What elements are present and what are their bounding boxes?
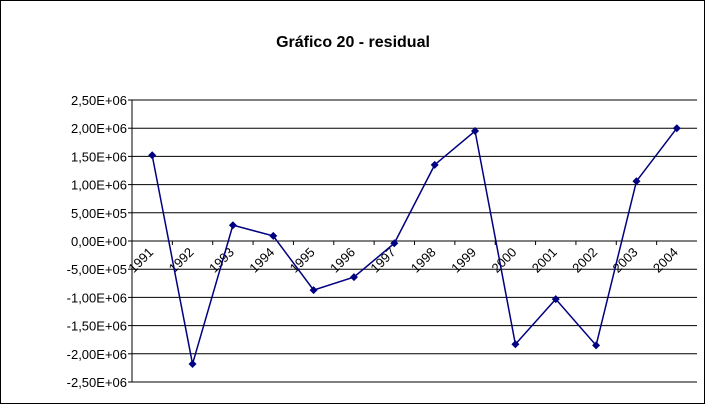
y-tick-label: 2,50E+06	[71, 93, 127, 108]
data-point	[349, 273, 358, 282]
y-tick-label: -1,50E+06	[67, 319, 127, 334]
data-line	[151, 127, 678, 365]
y-tick-label: 1,00E+06	[71, 178, 127, 193]
data-point	[632, 177, 641, 186]
data-point	[471, 127, 480, 136]
y-tick-label: 0,00E+00	[71, 234, 127, 249]
y-tick-label: -5,00E+05	[67, 262, 127, 277]
data-point	[430, 160, 439, 169]
data-point	[390, 239, 399, 248]
data-point	[269, 231, 278, 240]
y-tick-label: -1,00E+06	[67, 290, 127, 305]
y-tick-label: 5,00E+05	[71, 206, 127, 221]
y-tick-label: 1,50E+06	[71, 149, 127, 164]
y-tick-label: -2,00E+06	[67, 347, 127, 362]
y-tick-label: -2,50E+06	[67, 375, 127, 390]
data-point	[592, 341, 601, 350]
data-point	[551, 295, 560, 304]
data-point	[228, 221, 237, 230]
data-point	[511, 340, 520, 349]
data-point	[672, 124, 681, 133]
chart-title: Gráfico 20 - residual	[276, 34, 430, 51]
y-tick-label: 2,00E+06	[71, 121, 127, 136]
data-point	[148, 151, 157, 160]
data-point	[188, 359, 197, 368]
data-point	[309, 286, 318, 295]
